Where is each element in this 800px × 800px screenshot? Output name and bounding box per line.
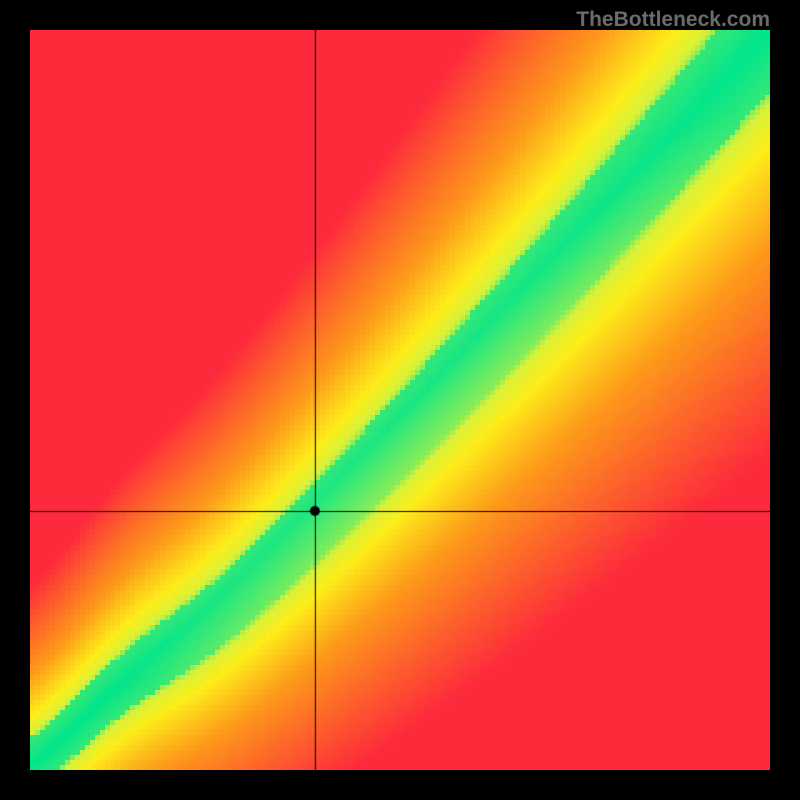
chart-container: TheBottleneck.com [0, 0, 800, 800]
watermark-text: TheBottleneck.com [576, 8, 770, 32]
overlay-canvas [30, 30, 770, 770]
